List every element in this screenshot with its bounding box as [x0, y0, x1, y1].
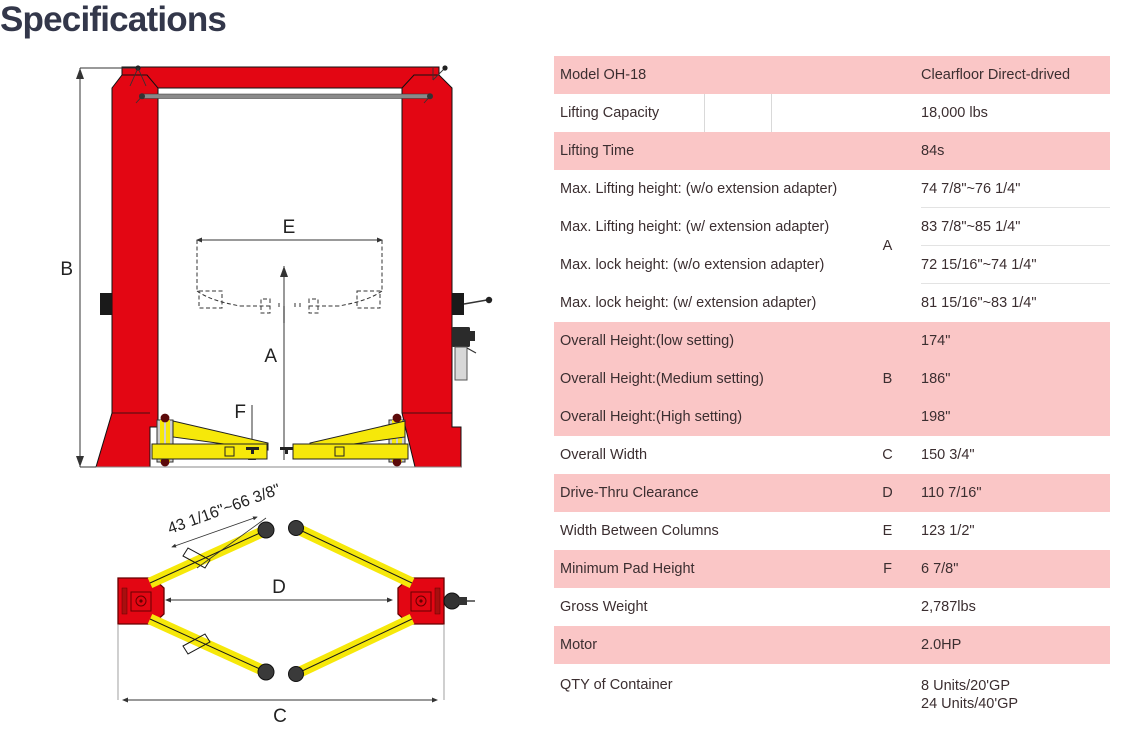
svg-text:B: B — [60, 259, 73, 280]
svg-text:E: E — [283, 217, 296, 238]
svg-text:A: A — [264, 346, 277, 367]
svg-text:D: D — [272, 577, 286, 598]
svg-text:C: C — [273, 706, 287, 727]
svg-text:F: F — [234, 402, 246, 423]
